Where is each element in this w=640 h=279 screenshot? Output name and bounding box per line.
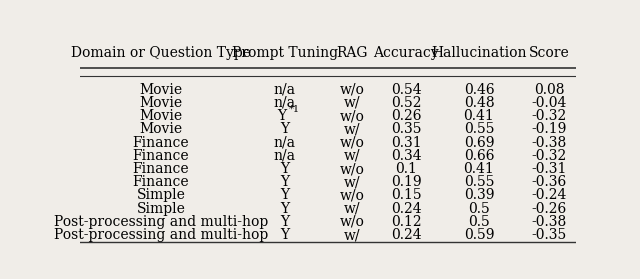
Text: Y: Y (280, 162, 289, 176)
Text: w/: w/ (344, 96, 360, 110)
Text: n/a: n/a (274, 149, 296, 163)
Text: Movie: Movie (140, 96, 182, 110)
Text: 0.08: 0.08 (534, 83, 564, 97)
Text: Movie: Movie (140, 122, 182, 136)
Text: Finance: Finance (132, 162, 189, 176)
Text: Domain or Question Type: Domain or Question Type (71, 46, 251, 60)
Text: 0.41: 0.41 (463, 109, 494, 123)
Text: 0.24: 0.24 (391, 228, 422, 242)
Text: -0.38: -0.38 (531, 215, 566, 229)
Text: -0.24: -0.24 (531, 189, 567, 203)
Text: 0.39: 0.39 (464, 189, 494, 203)
Text: w/: w/ (344, 149, 360, 163)
Text: Prompt Tuning: Prompt Tuning (232, 46, 338, 60)
Text: -0.26: -0.26 (531, 202, 566, 216)
Text: 0.5: 0.5 (468, 202, 490, 216)
Text: -0.32: -0.32 (531, 109, 566, 123)
Text: 0.46: 0.46 (463, 83, 494, 97)
Text: Y: Y (280, 228, 289, 242)
Text: -0.04: -0.04 (531, 96, 567, 110)
Text: -0.19: -0.19 (531, 122, 567, 136)
Text: Movie: Movie (140, 109, 182, 123)
Text: Finance: Finance (132, 149, 189, 163)
Text: 0.12: 0.12 (391, 215, 422, 229)
Text: Y: Y (280, 122, 289, 136)
Text: 0.26: 0.26 (391, 109, 421, 123)
Text: -0.35: -0.35 (531, 228, 566, 242)
Text: Score: Score (529, 46, 570, 60)
Text: -0.36: -0.36 (531, 175, 566, 189)
Text: 0.34: 0.34 (391, 149, 422, 163)
Text: 0.15: 0.15 (391, 189, 422, 203)
Text: -0.31: -0.31 (531, 162, 567, 176)
Text: w/: w/ (344, 175, 360, 189)
Text: 0.66: 0.66 (464, 149, 494, 163)
Text: w/o: w/o (340, 162, 365, 176)
Text: Y: Y (280, 202, 289, 216)
Text: 0.69: 0.69 (464, 136, 494, 150)
Text: 0.24: 0.24 (391, 202, 422, 216)
Text: Post-processing and multi-hop: Post-processing and multi-hop (54, 215, 268, 229)
Text: n/a: n/a (274, 136, 296, 150)
Text: Y: Y (277, 109, 287, 123)
Text: w/o: w/o (340, 189, 365, 203)
Text: -0.38: -0.38 (531, 136, 566, 150)
Text: Finance: Finance (132, 175, 189, 189)
Text: Accuracy: Accuracy (373, 46, 439, 60)
Text: Y: Y (280, 175, 289, 189)
Text: 0.48: 0.48 (463, 96, 494, 110)
Text: Hallucination: Hallucination (431, 46, 527, 60)
Text: 0.31: 0.31 (391, 136, 422, 150)
Text: n/a: n/a (274, 83, 296, 97)
Text: 0.5: 0.5 (468, 215, 490, 229)
Text: w/: w/ (344, 122, 360, 136)
Text: n/a: n/a (274, 96, 296, 110)
Text: 0.19: 0.19 (391, 175, 422, 189)
Text: 0.54: 0.54 (391, 83, 422, 97)
Text: Simple: Simple (136, 189, 186, 203)
Text: 0.52: 0.52 (391, 96, 421, 110)
Text: 0.1: 0.1 (396, 162, 417, 176)
Text: w/o: w/o (340, 136, 365, 150)
Text: *1: *1 (289, 105, 300, 114)
Text: 0.35: 0.35 (391, 122, 421, 136)
Text: Movie: Movie (140, 83, 182, 97)
Text: w/: w/ (344, 228, 360, 242)
Text: 0.41: 0.41 (463, 162, 494, 176)
Text: Simple: Simple (136, 202, 186, 216)
Text: -0.32: -0.32 (531, 149, 566, 163)
Text: Post-processing and multi-hop: Post-processing and multi-hop (54, 228, 268, 242)
Text: w/o: w/o (340, 109, 365, 123)
Text: w/: w/ (344, 202, 360, 216)
Text: Y: Y (280, 215, 289, 229)
Text: w/o: w/o (340, 83, 365, 97)
Text: Finance: Finance (132, 136, 189, 150)
Text: 0.55: 0.55 (464, 122, 494, 136)
Text: Y: Y (280, 189, 289, 203)
Text: 0.55: 0.55 (464, 175, 494, 189)
Text: w/o: w/o (340, 215, 365, 229)
Text: RAG: RAG (337, 46, 368, 60)
Text: 0.59: 0.59 (464, 228, 494, 242)
